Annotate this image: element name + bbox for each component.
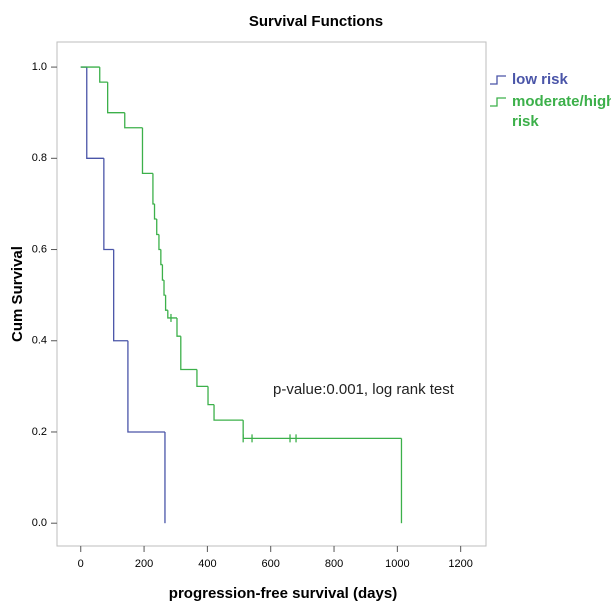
- survival-step: [176, 317, 181, 337]
- survival-step: [207, 386, 215, 406]
- x-tick-label: 800: [325, 558, 343, 570]
- x-tick-label: 400: [198, 558, 216, 570]
- chart-title: Survival Functions: [249, 13, 383, 30]
- x-tick-label: 600: [262, 558, 280, 570]
- survival-step: [158, 234, 161, 251]
- survival-step: [127, 340, 165, 433]
- survival-step: [180, 336, 197, 371]
- y-tick-label: 0.4: [32, 335, 47, 347]
- survival-step: [141, 127, 153, 175]
- legend: [490, 75, 506, 107]
- x-tick-label: 1200: [448, 558, 472, 570]
- survival-step: [113, 249, 128, 342]
- survival-step: [153, 203, 157, 220]
- x-axis-title: progression-free survival (days): [169, 585, 397, 602]
- y-axis-title: Cum Survival: [9, 246, 26, 342]
- y-tick-label: 0.8: [32, 152, 47, 164]
- plot-area: [56, 41, 487, 547]
- legend-label: low risk: [512, 71, 568, 88]
- survival-step: [107, 82, 125, 114]
- survival-step: [156, 218, 159, 236]
- y-tick-label: 0.6: [32, 243, 47, 255]
- legend-label: moderate/high risk: [512, 93, 611, 130]
- y-tick-label: 0.0: [32, 517, 47, 529]
- y-tick-label: 0.2: [32, 426, 47, 438]
- survival-step: [103, 158, 114, 251]
- survival-step: [86, 67, 104, 159]
- survival-step: [99, 67, 108, 83]
- annotation: p-value:0.001, log rank test: [273, 381, 455, 398]
- survival-step: [167, 310, 177, 319]
- survival-step: [164, 295, 168, 311]
- survival-step: [163, 280, 166, 296]
- x-tick-label: 0: [78, 558, 84, 570]
- survival-step: [196, 369, 209, 388]
- legend-icon: [490, 75, 506, 85]
- survival-step: [213, 404, 244, 421]
- survival-step: [124, 112, 143, 129]
- y-tick-label: 1.0: [32, 61, 47, 73]
- x-tick-label: 1000: [385, 558, 409, 570]
- legend-icon: [490, 97, 506, 107]
- x-tick-label: 200: [135, 558, 153, 570]
